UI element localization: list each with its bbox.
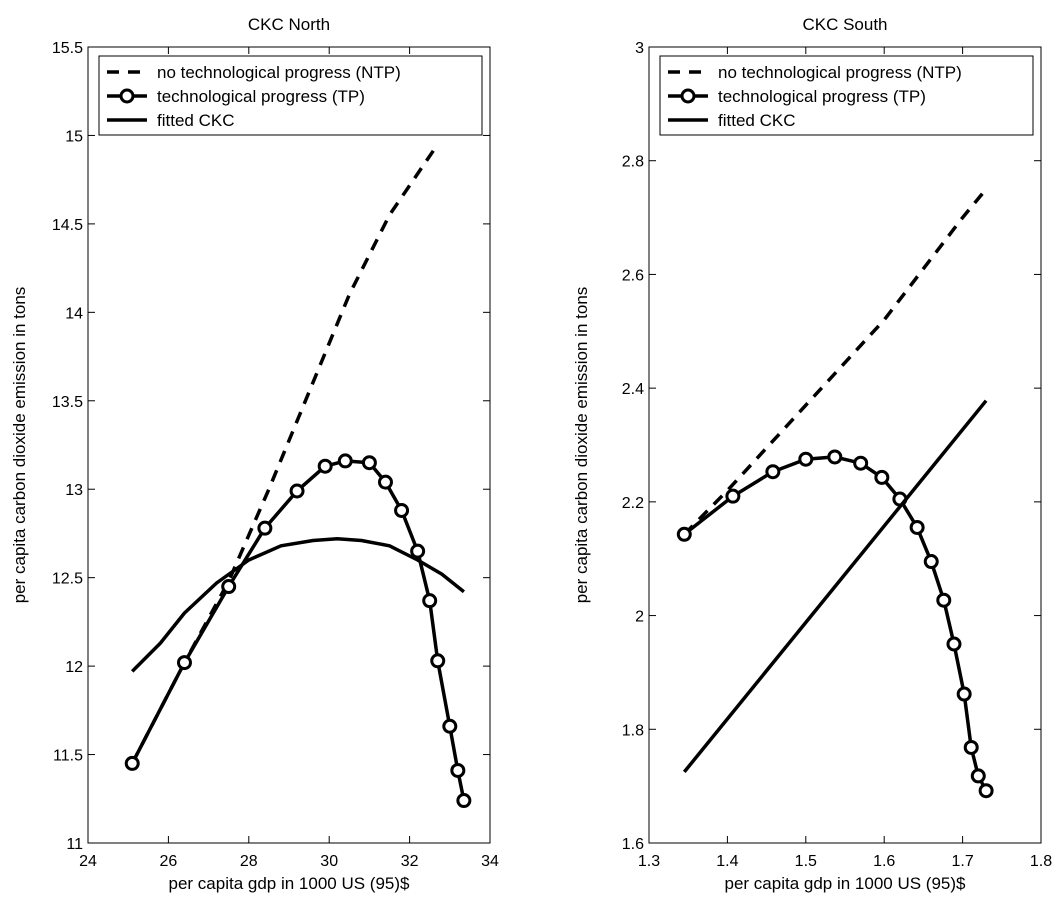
- data-point: [874, 469, 890, 485]
- y-tick-label: 15.5: [52, 40, 83, 57]
- series-line-1: [130, 143, 440, 765]
- data-point: [257, 520, 273, 536]
- x-tick-label: 34: [481, 853, 499, 870]
- plot-area-frame: [87, 46, 491, 844]
- chart-title: CKC North: [248, 15, 330, 34]
- legend-box: [98, 55, 483, 136]
- legend-marker: [680, 88, 696, 104]
- x-axis-label: per capita gdp in 1000 US (95)$: [169, 874, 411, 893]
- data-point: [909, 519, 925, 535]
- y-tick-label: 12: [65, 659, 83, 676]
- legend-entry-1: no technological progress (NTP): [718, 63, 962, 82]
- legend-entry-2: technological progress (TP): [718, 87, 926, 106]
- data-point: [124, 755, 140, 771]
- y-tick-label: 1.8: [622, 722, 644, 739]
- y-tick-label: 14: [65, 305, 83, 322]
- data-point: [394, 502, 410, 518]
- x-tick-label: 32: [401, 853, 419, 870]
- x-tick-label: 1.5: [795, 853, 817, 870]
- x-tick-label: 1.8: [1030, 853, 1052, 870]
- legend-entry-3: fitted CKC: [718, 111, 795, 130]
- chart-panel-2: 1.3 1.4 1.5 1.6 1.7 1.8 1.6 1.8 2 2.2 2.4 2.6 2.8 3 CK…: [572, 15, 1052, 893]
- legend-entry-1: no technological progress (NTP): [157, 63, 401, 82]
- legend-entry-3: fitted CKC: [157, 111, 234, 130]
- data-point: [289, 483, 305, 499]
- data-point: [221, 579, 237, 595]
- series-line-3: [130, 537, 465, 673]
- series-line-3: [682, 399, 988, 774]
- data-point: [430, 653, 446, 669]
- x-tick-label: 1.4: [716, 853, 738, 870]
- data-point: [936, 592, 952, 608]
- y-tick-label: 13: [65, 482, 83, 499]
- legend-entry-2: technological progress (TP): [157, 87, 365, 106]
- data-point: [798, 451, 814, 467]
- y-tick-label: 15: [65, 128, 83, 145]
- x-tick-label: 28: [240, 853, 258, 870]
- chart-panel-1: 24 26 28 30 32 34 11 11.5 12 12.5 13 13.5 14 14.5 15 15…: [10, 15, 499, 893]
- data-point: [422, 593, 438, 609]
- y-tick-label: 11.5: [53, 748, 83, 765]
- x-tick-label: 30: [320, 853, 338, 870]
- y-tick-label: 1.6: [622, 836, 644, 853]
- data-point: [978, 783, 994, 799]
- legend-box: [659, 55, 1034, 136]
- data-point: [676, 526, 692, 542]
- y-tick-label: 11: [66, 836, 83, 853]
- y-tick-label: 2.6: [622, 267, 644, 284]
- data-point: [456, 793, 472, 809]
- data-point: [442, 718, 458, 734]
- data-point: [176, 655, 192, 671]
- data-point: [410, 543, 426, 559]
- y-tick-label: 2.4: [622, 381, 644, 398]
- y-axis-label: per capita carbon dioxide emission in to…: [572, 287, 591, 604]
- x-axis-label: per capita gdp in 1000 US (95)$: [725, 874, 967, 893]
- legend: no technological progress (NTP) technolog…: [659, 55, 1034, 136]
- data-point: [946, 636, 962, 652]
- y-tick-label: 3: [635, 40, 644, 57]
- x-tick-label: 1.6: [873, 853, 895, 870]
- data-point: [725, 488, 741, 504]
- data-point: [361, 455, 377, 471]
- y-axis-label: per capita carbon dioxide emission in to…: [10, 287, 29, 604]
- x-tick-label: 1.7: [951, 853, 973, 870]
- y-tick-label: 13.5: [52, 394, 83, 411]
- chart-title: CKC South: [802, 15, 887, 34]
- legend-marker: [119, 88, 135, 104]
- y-tick-label: 2: [635, 609, 644, 626]
- y-tick-label: 14.5: [52, 217, 83, 234]
- data-point: [377, 474, 393, 490]
- series-line-1: [683, 187, 988, 536]
- data-point: [970, 768, 986, 784]
- series-line-2: [683, 455, 988, 792]
- y-tick-label: 2.8: [622, 154, 644, 171]
- y-tick-label: 12.5: [52, 571, 83, 588]
- data-point: [317, 458, 333, 474]
- data-point: [337, 453, 353, 469]
- x-tick-label: 24: [79, 853, 97, 870]
- data-point: [963, 739, 979, 755]
- series-line-2: [130, 459, 466, 801]
- data-point: [765, 464, 781, 480]
- data-point: [923, 554, 939, 570]
- x-tick-label: 1.3: [638, 853, 660, 870]
- x-tick-label: 26: [160, 853, 178, 870]
- legend: no technological progress (NTP) technolog…: [98, 55, 483, 136]
- data-point: [827, 449, 843, 465]
- data-point: [853, 455, 869, 471]
- y-tick-label: 2.2: [622, 495, 644, 512]
- plot-area-frame: [648, 46, 1042, 844]
- data-point: [450, 762, 466, 778]
- data-point: [956, 686, 972, 702]
